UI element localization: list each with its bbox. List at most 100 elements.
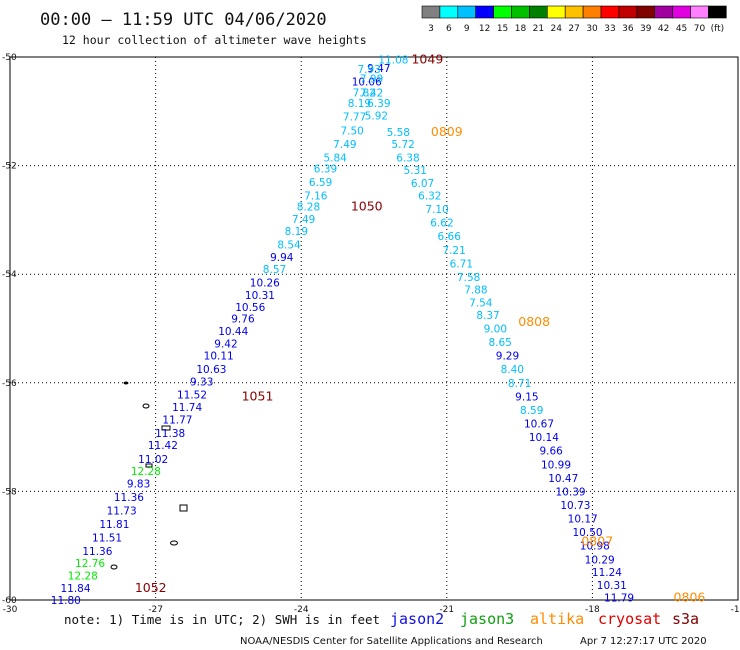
- color-scale-swatch: [636, 5, 655, 19]
- wave-height-label: 10.11: [204, 351, 234, 363]
- wave-height-label: 11.79: [604, 592, 634, 604]
- wave-height-label: 7.42: [360, 87, 383, 99]
- island-shape: [142, 403, 150, 409]
- wave-height-label: 10.06: [352, 76, 382, 88]
- wave-height-label: 7.82: [353, 87, 376, 99]
- island-shape: [179, 504, 188, 512]
- wave-height-label: 11.81: [99, 519, 129, 531]
- color-scale-swatch: [475, 5, 494, 19]
- wave-height-label: 9.00: [484, 324, 507, 336]
- island-shape: [161, 425, 171, 431]
- wave-height-label: 11.08: [378, 55, 408, 67]
- x-tick-label: -30: [3, 605, 18, 615]
- wave-height-label: 6.39: [367, 98, 390, 110]
- wave-height-label: 10.98: [580, 541, 610, 553]
- wave-height-label: 9.15: [515, 391, 538, 403]
- wave-height-label: 6.39: [314, 163, 337, 175]
- time-label: 0806: [674, 589, 706, 604]
- wave-height-label: 10.26: [250, 277, 280, 289]
- y-tick-label: -56: [2, 379, 17, 389]
- wave-height-label: 9.33: [190, 377, 213, 389]
- color-scale-label: 70: [694, 24, 706, 34]
- color-scale-swatch: [529, 5, 548, 19]
- color-scale-swatch: [564, 5, 584, 19]
- footer-timestamp: Apr 7 12:27:17 UTC 2020: [580, 636, 707, 647]
- time-labels: 1049 0809 1050 0808 1051 0807 1052 0806: [135, 52, 706, 605]
- color-scale-swatch: [493, 5, 512, 19]
- wave-height-label: 12.28: [68, 571, 98, 583]
- satellite-legend-cryosat: cryosat: [598, 610, 661, 628]
- time-label: 1052: [135, 580, 167, 595]
- satellite-legend-altika: altika: [530, 610, 584, 628]
- color-scale-label: 15: [497, 24, 508, 34]
- wave-height-label: 11.24: [592, 567, 622, 579]
- wave-height-label: 11.74: [172, 402, 202, 414]
- wave-height-label: 8.71: [508, 378, 531, 390]
- color-scale-label: 36: [622, 24, 634, 34]
- wave-height-label: 7.88: [464, 284, 487, 296]
- wave-height-label: 11.84: [60, 583, 90, 595]
- wave-height-label: 10.31: [597, 580, 627, 592]
- wave-height-label: 7.93: [357, 64, 380, 76]
- time-label: 0807: [581, 533, 613, 548]
- x-tick-label: -15: [731, 605, 740, 615]
- color-scale-label: 9: [464, 24, 470, 34]
- color-scale-label: 39: [640, 24, 652, 34]
- wave-height-label: 9.76: [231, 314, 255, 326]
- wave-height-label: 8.65: [488, 337, 511, 349]
- color-scale-swatch: [511, 5, 530, 19]
- island-shape: [110, 564, 118, 570]
- plot-frame: [9, 56, 739, 601]
- y-tick-label: -58: [2, 487, 17, 497]
- wave-height-label: 7.16: [304, 190, 328, 202]
- island-shape: [123, 381, 129, 385]
- wave-height-label: 5.84: [323, 152, 347, 164]
- wave-height-label: 7.77: [343, 112, 366, 124]
- wave-height-label: 9.42: [214, 339, 237, 351]
- wave-height-label: 8.54: [277, 239, 301, 251]
- wave-height-label: 8.19: [348, 98, 371, 110]
- time-label: 1050: [351, 198, 383, 213]
- color-scale-swatch: [582, 5, 602, 19]
- color-scale-label: 33: [604, 24, 615, 34]
- wave-height-label: 5.72: [391, 139, 414, 151]
- time-label: 0808: [518, 314, 550, 329]
- chart-title: 00:00 – 11:59 UTC 04/06/2020: [40, 10, 327, 30]
- wave-height-label: 7.99: [360, 74, 383, 86]
- satellite-legend: jason2 jason3 altika cryosat s3a: [390, 610, 699, 628]
- wave-height-label: 8.37: [476, 310, 499, 322]
- wave-height-label: 6.07: [411, 178, 434, 190]
- footer-note: note: 1) Time is in UTC; 2) SWH is in fe…: [64, 612, 380, 627]
- color-scale-swatch: [600, 5, 620, 19]
- wave-height-label: 6.38: [396, 152, 419, 164]
- wave-height-color-scale: 3 6 9 12 15 18 21 24 27 30 33 36 39 42 45 70 (ft): [421, 5, 727, 34]
- wave-height-label: 10.44: [218, 326, 248, 338]
- wave-height-label: 7.21: [442, 245, 465, 257]
- grid-lines: [10, 57, 738, 600]
- wave-height-label: 11.42: [148, 440, 178, 452]
- color-scale-label: 6: [446, 24, 452, 34]
- color-scale-swatch: [457, 5, 476, 19]
- color-scale-label: 18: [515, 24, 527, 34]
- wave-height-label: 6.71: [450, 258, 473, 270]
- time-label: 1051: [242, 388, 274, 403]
- wave-height-label: 10.50: [573, 527, 603, 539]
- wave-height-label: 10.31: [245, 290, 275, 302]
- color-scale-swatch: [618, 5, 638, 19]
- wave-height-label: 5.58: [387, 127, 410, 139]
- color-scale-label: 42: [658, 24, 669, 34]
- time-label: 1049: [411, 52, 443, 67]
- color-scale-label: 3: [428, 24, 434, 34]
- satellite-legend-jason2: jason2: [390, 610, 444, 628]
- wave-height-label: 11.51: [92, 533, 122, 545]
- color-scale-label: 30: [586, 24, 598, 34]
- wave-height-label: 10.47: [548, 473, 578, 485]
- color-scale-swatch: [690, 5, 709, 19]
- wave-height-label: 6.62: [430, 218, 453, 230]
- wave-height-label: 7.49: [292, 214, 315, 226]
- y-tick-label: -52: [2, 162, 17, 172]
- wave-height-label: 12.76: [75, 558, 105, 570]
- wave-height-label: 8.57: [263, 264, 286, 276]
- color-scale-label: 21: [533, 24, 544, 34]
